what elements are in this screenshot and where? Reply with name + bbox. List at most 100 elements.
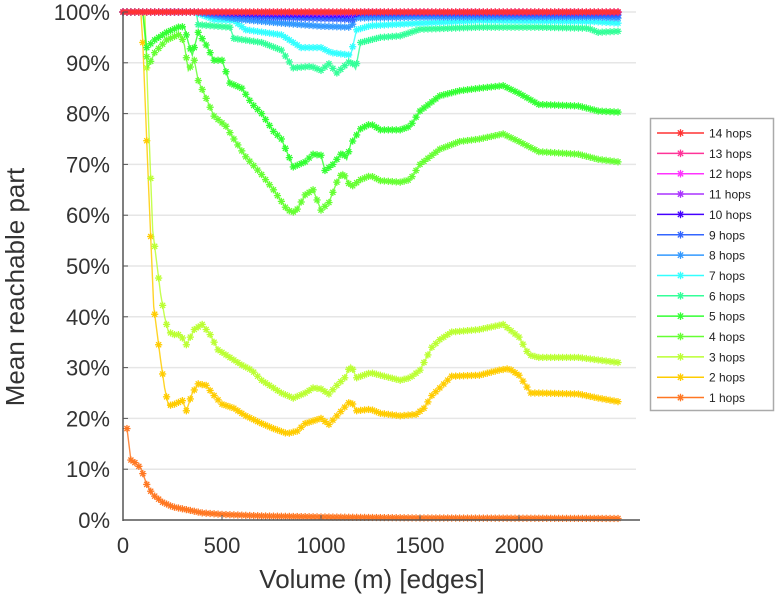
series-line: [123, 11, 619, 172]
legend-item: 8 hops: [657, 249, 745, 263]
data-point: [428, 151, 436, 159]
data-point: [123, 424, 131, 433]
data-point: [230, 404, 238, 412]
data-point: [234, 407, 242, 415]
series-1-hops: [123, 424, 622, 523]
data-point: [353, 131, 361, 139]
x-tick-label: 500: [204, 533, 241, 558]
data-point: [333, 178, 341, 186]
data-point: [222, 351, 230, 359]
data-point: [420, 404, 428, 412]
data-point: [238, 409, 246, 417]
data-point: [206, 103, 214, 111]
data-point: [309, 186, 317, 194]
x-tick-label: 2000: [495, 533, 544, 558]
series-2-hops: [119, 8, 622, 437]
data-point: [190, 56, 198, 64]
data-point: [364, 36, 373, 45]
data-point: [226, 23, 234, 31]
data-point: [527, 351, 535, 360]
data-point: [218, 348, 226, 356]
data-point: [614, 158, 622, 166]
data-point: [329, 188, 337, 196]
y-tick-label: 60%: [66, 203, 110, 228]
data-point: [258, 110, 266, 118]
data-point: [317, 151, 325, 159]
data-point: [285, 154, 293, 162]
data-point: [222, 122, 230, 130]
data-point: [424, 101, 432, 109]
legend-marker: [676, 230, 685, 239]
y-tick-labels: 0% 10% 20% 30% 40% 50% 60% 70% 80% 90% 100%: [54, 0, 128, 533]
legend-marker: [676, 149, 685, 158]
data-point: [214, 346, 222, 354]
legend-item: 14 hops: [657, 127, 752, 141]
data-point: [281, 52, 289, 60]
data-point: [515, 333, 523, 341]
data-point: [305, 188, 313, 196]
legend-label: 9 hops: [709, 228, 745, 242]
data-point: [198, 35, 206, 43]
data-point: [341, 374, 349, 382]
y-tick-label: 50%: [66, 254, 110, 279]
series-layer: [119, 8, 622, 523]
data-point: [178, 397, 186, 405]
data-point: [269, 186, 278, 194]
data-point: [305, 386, 313, 395]
data-point: [412, 369, 420, 377]
data-point: [313, 196, 321, 204]
data-point: [329, 160, 337, 168]
data-point: [155, 274, 163, 282]
data-point: [234, 82, 242, 91]
data-point: [372, 123, 381, 132]
legend-item: 1 hops: [657, 391, 745, 405]
data-point: [424, 398, 432, 406]
y-tick-label: 90%: [66, 51, 110, 76]
data-point: [151, 310, 159, 318]
x-tick-labels: 0 500 1000 1500 2000: [117, 515, 544, 558]
data-point: [265, 381, 274, 389]
data-point: [258, 170, 266, 179]
data-point: [218, 56, 226, 64]
legend-label: 3 hops: [709, 350, 745, 364]
data-point: [186, 395, 194, 403]
data-point: [606, 396, 614, 404]
data-point: [226, 129, 234, 137]
legend-item: 10 hops: [657, 208, 752, 222]
series-14-hops: [119, 8, 622, 16]
data-point: [349, 365, 357, 373]
series-3-hops: [119, 8, 622, 402]
data-point: [412, 166, 420, 175]
data-point: [178, 334, 186, 342]
data-point: [206, 386, 214, 395]
data-point: [198, 320, 206, 329]
data-point: [277, 197, 285, 206]
data-point: [436, 336, 444, 344]
data-point: [349, 43, 357, 51]
data-point: [202, 381, 210, 389]
data-point: [127, 456, 135, 464]
legend-marker: [676, 393, 685, 402]
data-point: [155, 495, 163, 503]
legend-marker: [676, 312, 685, 320]
data-point: [614, 8, 622, 16]
data-point: [202, 94, 210, 102]
data-point: [238, 84, 246, 92]
data-point: [321, 387, 329, 396]
legend-marker: [676, 129, 685, 137]
data-point: [202, 41, 210, 49]
data-point: [357, 38, 365, 47]
data-point: [151, 242, 159, 250]
data-point: [159, 301, 167, 309]
data-point: [416, 160, 424, 168]
y-tick-label: 100%: [54, 0, 110, 25]
data-point: [143, 43, 151, 52]
data-point: [182, 341, 190, 349]
data-point: [234, 141, 242, 149]
legend-label: 10 hops: [709, 208, 752, 222]
data-point: [135, 462, 143, 470]
data-point: [412, 113, 420, 121]
data-point: [293, 41, 301, 49]
data-point: [523, 383, 531, 391]
series-line: [123, 11, 619, 399]
